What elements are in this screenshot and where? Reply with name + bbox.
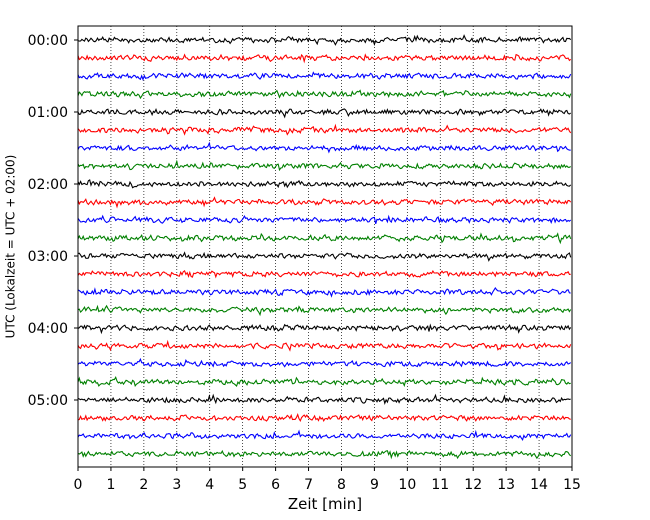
x-tick-label: 0 — [74, 477, 83, 493]
trace-line — [77, 141, 571, 154]
y-tick-label: 00:00 — [28, 33, 68, 49]
trace-line — [77, 179, 572, 189]
trace-line — [77, 108, 572, 119]
y-axis-label: UTC (Lokalzeit = UTC + 02:00) — [4, 155, 18, 339]
x-tick-label: 12 — [464, 477, 482, 493]
x-tick-label: 9 — [370, 477, 379, 493]
trace-line — [77, 123, 572, 136]
x-tick-label: 13 — [497, 477, 515, 493]
trace-line — [77, 323, 572, 335]
x-tick-label: 11 — [431, 477, 449, 493]
trace-line — [77, 304, 572, 317]
x-tick-label: 10 — [398, 477, 416, 493]
y-axis-ticks: 00:00 01:00 02:00 03:00 04:00 05:00 — [28, 33, 78, 409]
x-tick-label: 7 — [304, 477, 313, 493]
trace-line — [77, 89, 572, 100]
trace-line — [77, 232, 572, 245]
traces — [77, 34, 572, 460]
x-tick-label: 2 — [139, 477, 148, 493]
trace-line — [77, 159, 571, 172]
x-tick-label: 3 — [172, 477, 181, 493]
x-axis-ticks: 0 1 2 3 4 5 6 7 8 9 10 11 12 13 14 15 — [74, 467, 581, 493]
x-tick-label: 5 — [238, 477, 247, 493]
y-tick-label: 03:00 — [28, 249, 68, 265]
trace-line — [77, 376, 571, 388]
trace-line — [77, 71, 572, 82]
x-tick-label: 6 — [271, 477, 280, 493]
plot-frame — [77, 25, 573, 468]
x-tick-label: 15 — [563, 477, 581, 493]
y-tick-label: 02:00 — [28, 177, 68, 193]
trace-line — [77, 339, 572, 352]
trace-line — [77, 53, 572, 64]
trace-line — [77, 357, 572, 368]
trace-line — [77, 413, 571, 423]
y-tick-label: 05:00 — [28, 393, 68, 409]
trace-line — [77, 34, 572, 46]
y-tick-label: 04:00 — [28, 321, 68, 337]
x-axis-label: Zeit [min] — [288, 495, 362, 513]
x-tick-label: 4 — [205, 477, 214, 493]
trace-line — [77, 269, 571, 279]
trace-line — [77, 214, 572, 224]
x-tick-label: 1 — [106, 477, 115, 493]
trace-line — [77, 287, 571, 298]
trace-line — [77, 251, 572, 262]
trace-line — [77, 449, 572, 460]
trace-line — [77, 393, 571, 405]
trace-line — [77, 196, 572, 209]
x-tick-label: 8 — [337, 477, 346, 493]
y-tick-label: 01:00 — [28, 105, 68, 121]
trace-line — [77, 429, 572, 442]
x-tick-label: 14 — [530, 477, 548, 493]
